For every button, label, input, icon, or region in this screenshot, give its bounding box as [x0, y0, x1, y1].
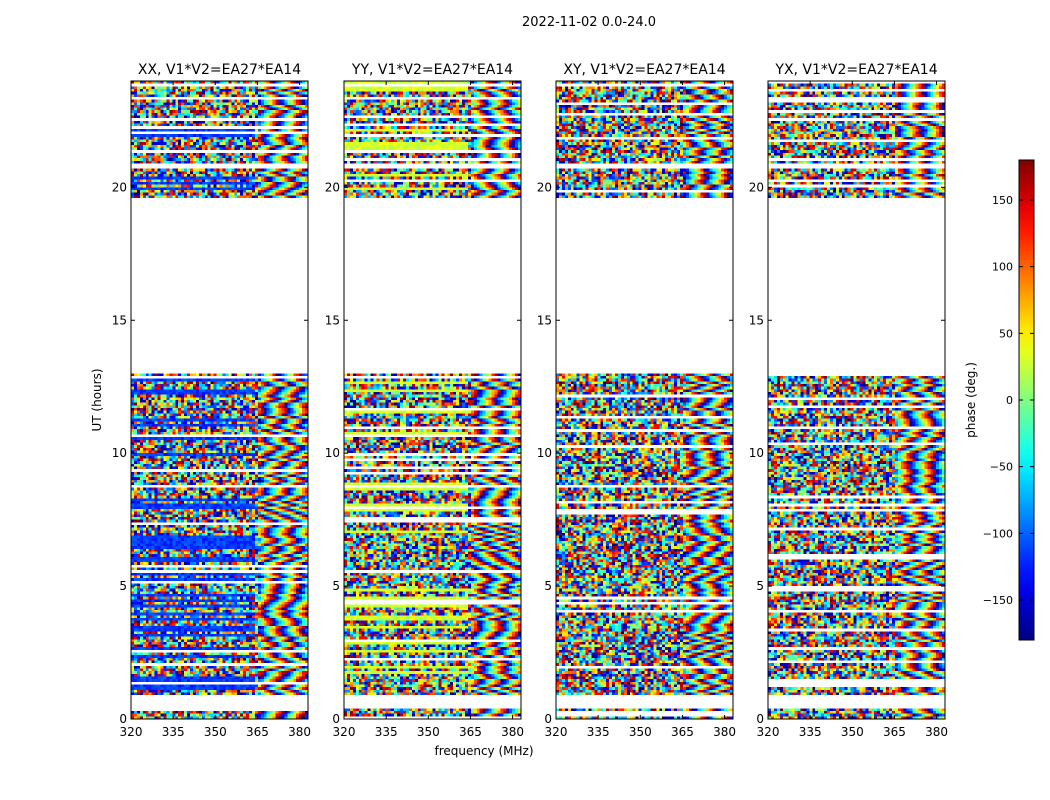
y-tick-label: 10 — [112, 446, 127, 460]
y-tick-label: 10 — [749, 446, 764, 460]
panel-2: YY, V1*V2=EA27*EA14 0 5 10 15 20 320 335 350 365 3… — [325, 62, 524, 739]
y-tick-label: 15 — [749, 313, 764, 327]
panels: XX, V1*V2=EA27*EA14 0 5 10 15 20 320 335 350 365 3… — [112, 62, 948, 739]
panel-frame — [130, 80, 309, 720]
colorbar-label: phase (deg.) — [964, 362, 978, 438]
x-tick-label: 380 — [713, 725, 736, 739]
colorbar-tick-label: −50 — [990, 461, 1013, 474]
y-tick-label: 0 — [119, 712, 127, 726]
y-tick-label: 0 — [332, 712, 340, 726]
x-tick-label: 335 — [799, 725, 822, 739]
y-tick-label: 10 — [537, 446, 552, 460]
panel-title: YY, V1*V2=EA27*EA14 — [351, 62, 513, 78]
x-tick-label: 335 — [162, 725, 185, 739]
y-tick-label: 15 — [537, 313, 552, 327]
y-tick-label: 20 — [325, 180, 340, 194]
x-tick-label: 335 — [587, 725, 610, 739]
y-tick-label: 10 — [325, 446, 340, 460]
figure-suptitle: 2022-11-02 0.0-24.0 — [522, 15, 656, 30]
y-tick-label: 5 — [119, 579, 127, 593]
x-tick-label: 380 — [288, 725, 311, 739]
y-tick-label: 20 — [112, 180, 127, 194]
heatmap-image — [556, 81, 733, 719]
x-tick-label: 350 — [629, 725, 652, 739]
panel-4: YX, V1*V2=EA27*EA14 0 5 10 15 20 320 335 350 365 3… — [749, 62, 948, 739]
panel-3: XY, V1*V2=EA27*EA14 0 5 10 15 20 320 335 350 365 3… — [537, 62, 736, 739]
x-tick-label: 350 — [417, 725, 440, 739]
x-tick-label: 365 — [246, 725, 269, 739]
x-tick-label: 365 — [671, 725, 694, 739]
panel-frame — [343, 80, 522, 720]
y-tick-label: 5 — [756, 579, 764, 593]
heatmap-image — [344, 81, 521, 719]
x-tick-label: 365 — [883, 725, 906, 739]
panel-title: YX, V1*V2=EA27*EA14 — [774, 62, 937, 78]
x-tick-label: 320 — [120, 725, 143, 739]
colorbar: −150 −100 −50 0 50 100 150 — [983, 159, 1035, 641]
colorbar-tick-label: −150 — [983, 594, 1013, 607]
x-tick-label: 335 — [375, 725, 398, 739]
x-tick-label: 365 — [459, 725, 482, 739]
x-tick-label: 320 — [545, 725, 568, 739]
x-tick-label: 380 — [501, 725, 524, 739]
x-tick-label: 320 — [333, 725, 356, 739]
x-tick-label: 380 — [925, 725, 948, 739]
y-tick-label: 20 — [749, 180, 764, 194]
y-tick-label: 20 — [537, 180, 552, 194]
panel-frame — [767, 80, 946, 720]
y-axis-label: UT (hours) — [90, 368, 104, 431]
y-tick-label: 15 — [112, 313, 127, 327]
panel-title: XY, V1*V2=EA27*EA14 — [563, 62, 725, 78]
colorbar-tick-label: −100 — [983, 527, 1013, 540]
y-tick-label: 0 — [756, 712, 764, 726]
x-tick-label: 350 — [841, 725, 864, 739]
panel-frame — [555, 80, 734, 720]
y-tick-label: 0 — [544, 712, 552, 726]
panel-1: XX, V1*V2=EA27*EA14 0 5 10 15 20 320 335 350 365 3… — [112, 62, 311, 739]
heatmap-image — [131, 81, 308, 719]
y-tick-label: 5 — [332, 579, 340, 593]
x-tick-label: 350 — [204, 725, 227, 739]
y-tick-label: 15 — [325, 313, 340, 327]
colorbar-tick-label: 150 — [992, 194, 1013, 207]
colorbar-tick-label: 0 — [1006, 394, 1013, 407]
panel-title: XX, V1*V2=EA27*EA14 — [138, 62, 301, 78]
colorbar-tick-label: 100 — [992, 261, 1013, 274]
colorbar-tick-label: 50 — [999, 327, 1013, 340]
x-axis-label: frequency (MHz) — [434, 744, 533, 758]
y-tick-label: 5 — [544, 579, 552, 593]
x-tick-label: 320 — [757, 725, 780, 739]
heatmap-image — [768, 81, 945, 719]
